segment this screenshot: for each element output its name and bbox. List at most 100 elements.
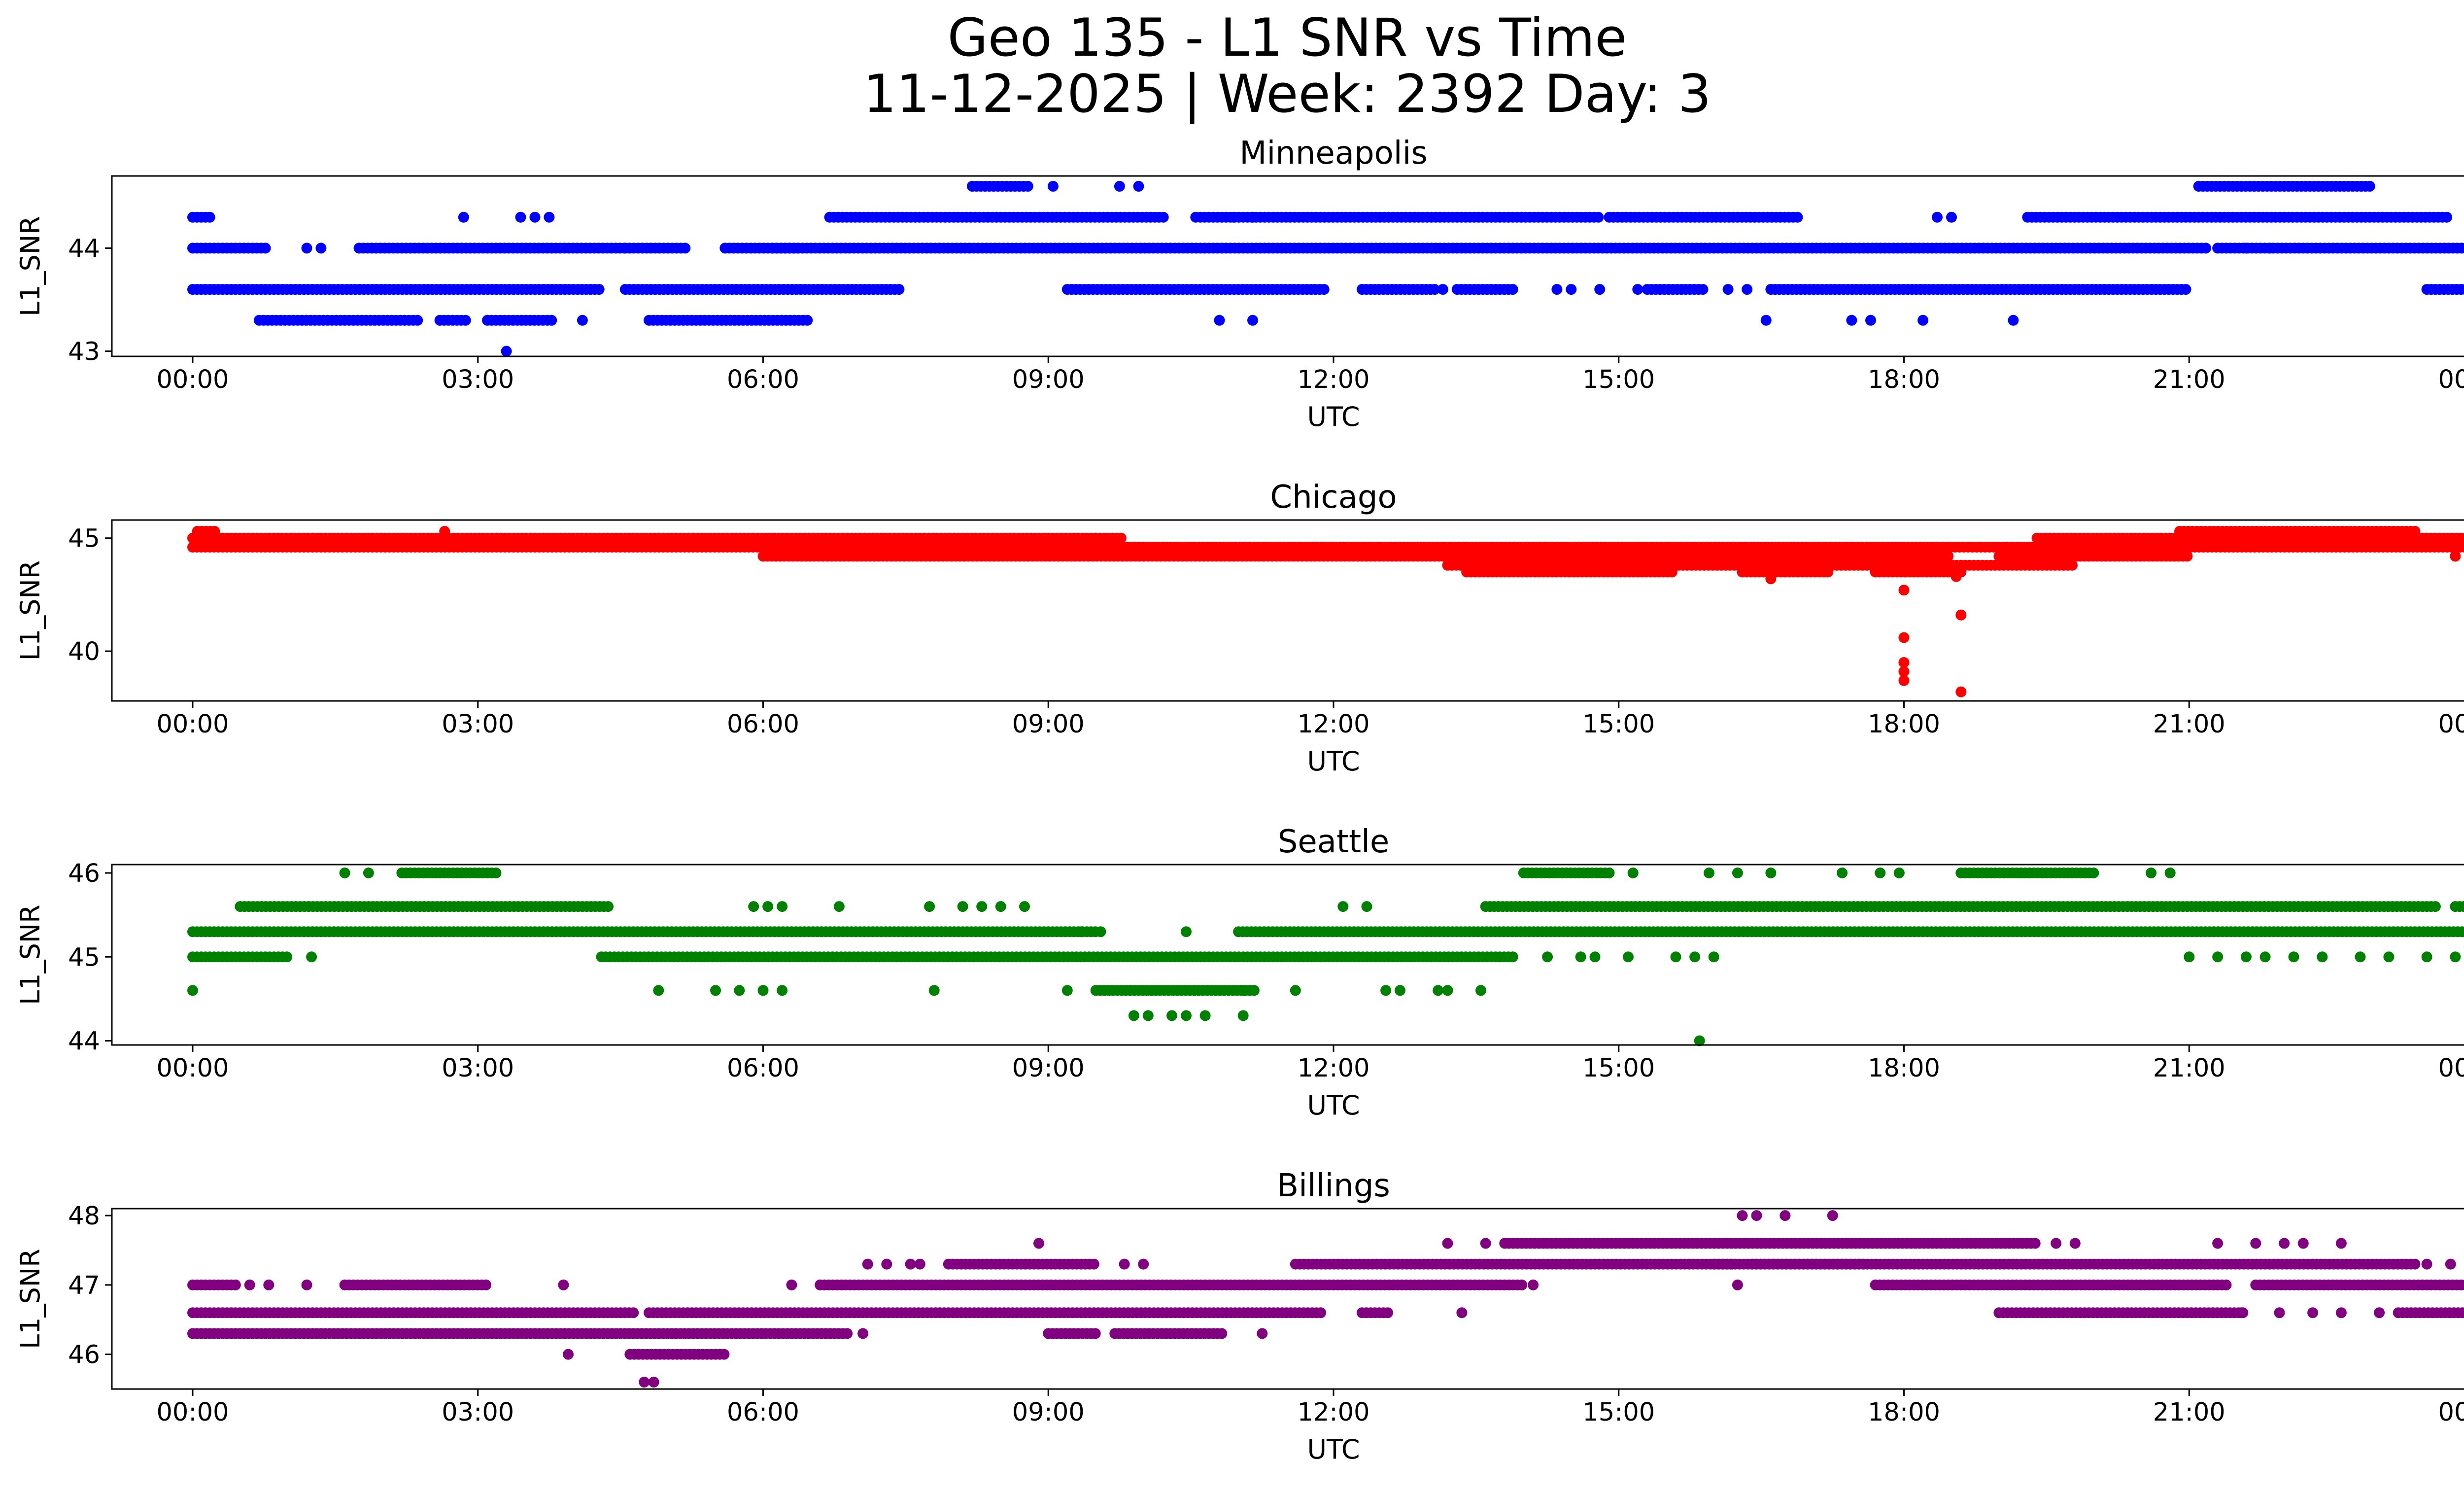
- data-point: [1575, 951, 1586, 963]
- x-tick-label: 09:00: [1012, 1054, 1085, 1083]
- data-point: [2450, 551, 2461, 562]
- data-point: [2450, 951, 2461, 963]
- data-point: [680, 243, 691, 254]
- x-tick-label: 18:00: [1868, 365, 1940, 394]
- data-point: [593, 284, 605, 295]
- data-point: [893, 284, 905, 295]
- data-point: [480, 1279, 492, 1290]
- x-tick-label: 09:00: [1012, 365, 1085, 394]
- subplot-title: Chicago: [1270, 479, 1397, 516]
- data-point: [1760, 314, 1772, 326]
- data-point: [2460, 284, 2464, 295]
- data-point: [1551, 284, 1563, 295]
- data-point: [1247, 314, 1258, 326]
- data-point: [1846, 314, 1857, 326]
- data-point: [2164, 868, 2176, 878]
- data-point: [1090, 1328, 1101, 1339]
- data-point: [460, 314, 471, 326]
- data-point: [1875, 868, 1886, 878]
- data-point: [1898, 632, 1910, 643]
- y-axis-label: L1_SNR: [15, 216, 46, 316]
- data-point: [2008, 314, 2019, 326]
- data-point: [1142, 1010, 1154, 1021]
- data-point: [1047, 180, 1059, 192]
- y-tick-label: 45: [68, 524, 100, 554]
- data-point: [1019, 901, 1030, 912]
- data-point: [1128, 1010, 1139, 1021]
- data-point: [1917, 314, 1929, 326]
- data-point: [1315, 1307, 1326, 1319]
- data-point: [1022, 180, 1033, 192]
- data-point: [412, 314, 423, 326]
- scatter-points: [187, 525, 2464, 697]
- data-point: [1893, 868, 1905, 878]
- data-point: [628, 1307, 639, 1319]
- data-point: [762, 901, 774, 912]
- data-point: [2364, 180, 2375, 192]
- y-tick-label: 43: [68, 338, 100, 367]
- data-point: [1181, 926, 1192, 938]
- data-point: [1765, 573, 1777, 585]
- data-point: [1199, 1010, 1211, 1021]
- data-point: [748, 901, 759, 912]
- data-point: [1228, 211, 1239, 223]
- data-point: [924, 901, 935, 912]
- data-point: [1166, 1010, 1177, 1021]
- x-tick-label: 00:00: [2438, 365, 2464, 394]
- x-tick-label: 18:00: [1868, 1054, 1940, 1083]
- data-point: [2146, 868, 2157, 878]
- data-point: [1792, 211, 1803, 223]
- data-point: [734, 985, 745, 996]
- data-point: [1708, 951, 1719, 963]
- x-tick-label: 21:00: [2153, 365, 2225, 394]
- data-point: [1061, 985, 1073, 996]
- data-point: [1697, 284, 1709, 295]
- data-point: [515, 211, 526, 223]
- data-point: [1694, 1035, 1705, 1046]
- data-point: [577, 314, 588, 326]
- subplot-1: 00:00 03:00 06:00 09:00 12:00 15:00 18:00 21:00…: [15, 479, 2464, 777]
- data-point: [1133, 180, 1144, 192]
- data-point: [209, 525, 220, 537]
- subplot-title: Seattle: [1278, 824, 1390, 860]
- data-point: [2441, 211, 2453, 223]
- y-tick-label: 40: [68, 637, 100, 666]
- x-tick-label: 06:00: [727, 1054, 799, 1083]
- data-point: [1722, 284, 1734, 295]
- data-point: [2184, 951, 2195, 963]
- data-point: [2383, 951, 2395, 963]
- x-tick-label: 00:00: [2438, 1054, 2464, 1083]
- data-point: [1898, 675, 1910, 686]
- axes-frame: [111, 175, 2464, 357]
- y-tick-label: 45: [68, 943, 100, 972]
- data-point: [1837, 868, 1848, 878]
- data-point: [1380, 985, 1392, 996]
- data-point: [306, 951, 317, 963]
- x-tick-label: 12:00: [1298, 1054, 1370, 1083]
- data-point: [2459, 542, 2464, 553]
- data-point: [501, 346, 512, 357]
- x-tick-label: 15:00: [1582, 1054, 1655, 1083]
- data-point: [2409, 525, 2421, 537]
- data-point: [1932, 211, 1943, 223]
- data-point: [2067, 559, 2078, 571]
- y-tick-label: 44: [68, 234, 100, 263]
- x-tick-label: 00:00: [156, 365, 229, 394]
- data-point: [2461, 927, 2464, 937]
- data-point: [2180, 284, 2191, 295]
- data-point: [1670, 951, 1681, 963]
- data-point: [928, 985, 940, 996]
- data-point: [1946, 211, 1957, 223]
- data-point: [1951, 571, 1962, 582]
- data-point: [1237, 1010, 1249, 1021]
- scatter-points: [187, 1210, 2464, 1388]
- x-axis-label: UTC: [1307, 401, 1360, 432]
- data-point: [315, 243, 327, 254]
- subplot-title: Minneapolis: [1239, 135, 1427, 172]
- figure-title-line2: 11-12-2025 | Week: 2392 Day: 3: [863, 64, 1711, 125]
- x-tick-label: 15:00: [1582, 365, 1655, 394]
- data-point: [1337, 901, 1349, 912]
- data-point: [1442, 985, 1453, 996]
- y-axis-label: L1_SNR: [15, 560, 46, 661]
